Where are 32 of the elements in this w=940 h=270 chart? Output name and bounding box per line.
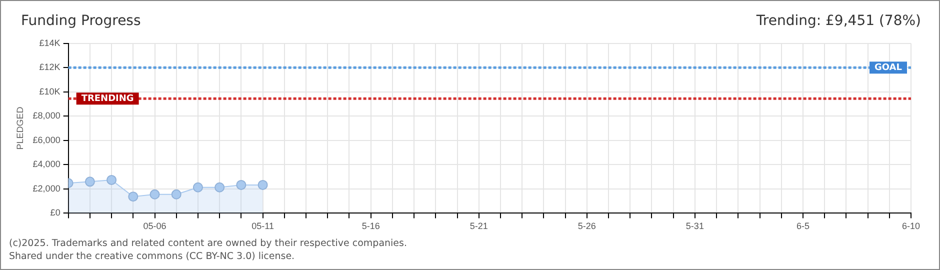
y-tick-label: £14K [39,38,60,48]
point [150,189,160,200]
point [84,176,95,187]
y-tick-label: £4,000 [32,159,60,170]
x-tick-label: 5-31 [686,221,704,232]
x-tick-label: 05-06 [143,221,166,232]
y-axis-title: PLEDGED [14,106,25,150]
y-tick-label: £10K [39,86,60,96]
y-tick-label: £2,000 [32,183,60,194]
ref-line-label: GOAL [874,63,902,73]
x-tick-label: 05-11 [252,221,274,232]
text: Trending: £9,451 (78%) [756,13,921,29]
point [192,182,203,192]
point [171,189,182,200]
point [214,182,225,192]
y-tick-label: £12K [39,62,60,72]
point [236,180,246,190]
x-tick-label: 6-5 [796,221,810,232]
point [128,192,138,202]
text: Shared under the creative commons (CC BY-NC 3.0) license. [9,250,296,263]
ref-line-label: TRENDING [81,94,134,104]
point [106,174,117,185]
chart-title: Funding Progress [21,13,141,29]
x-tick-label: 5-21 [470,221,488,232]
y-tick-label: £6,000 [32,134,60,145]
text: (c)2025. Trademarks and related content are owned by their respective companies. [9,237,407,250]
x-tick-label: 5-16 [362,221,380,232]
point [258,180,268,190]
y-tick-label: £0 [50,208,60,218]
x-tick-label: 5-26 [578,221,596,232]
y-tick-label: £8,000 [32,110,60,121]
x-tick-label: 6-10 [902,221,920,232]
